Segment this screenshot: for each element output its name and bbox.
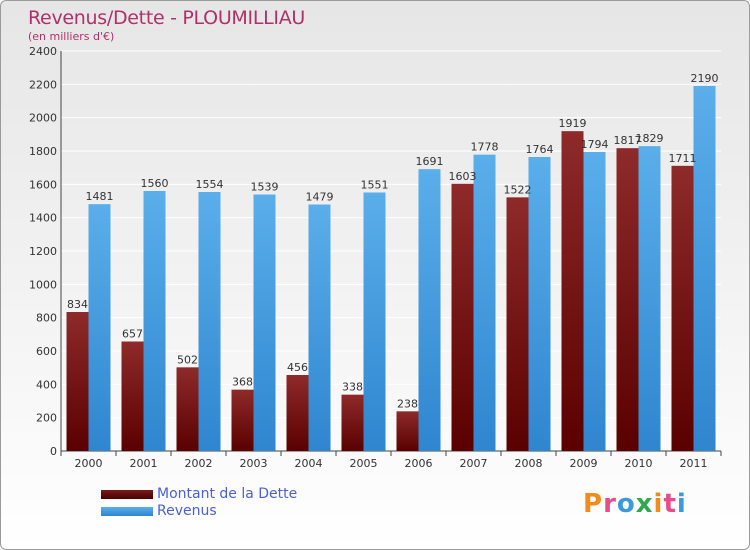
x-tick-label: 2009 [570, 457, 598, 470]
data-label-debt: 1522 [504, 183, 532, 196]
bar-revenue [253, 194, 276, 451]
y-tick-label: 400 [36, 378, 57, 391]
data-label-debt: 502 [177, 353, 198, 366]
bar-debt [66, 312, 89, 451]
legend-swatch-revenue [101, 507, 153, 516]
bar-revenue [693, 86, 716, 451]
y-tick-label: 1800 [29, 145, 57, 158]
bar-debt [286, 375, 309, 451]
data-label-debt: 657 [122, 328, 143, 341]
data-label-debt: 456 [287, 361, 308, 374]
data-label-revenue: 1691 [416, 155, 444, 168]
legend-label-debt: Montant de la Dette [157, 486, 298, 502]
bar-debt [341, 394, 364, 451]
bar-debt [451, 183, 474, 452]
y-tick-label: 1400 [29, 212, 57, 225]
data-label-revenue: 1560 [141, 177, 169, 190]
proxiti-logo: Proxiti [583, 489, 687, 519]
data-label-debt: 1711 [669, 152, 697, 165]
data-labels: 834 1481 657 1560 502 1554 368 1539 456 1479 338 15… [67, 72, 719, 410]
x-tick-label: 2010 [625, 457, 653, 470]
y-tick-label: 1600 [29, 178, 57, 191]
x-tick-label: 2005 [350, 457, 378, 470]
data-label-revenue: 2190 [691, 72, 719, 85]
bar-revenue [418, 169, 441, 451]
y-tick-label: 1000 [29, 278, 57, 291]
bar-revenue [143, 191, 166, 451]
logo-letter: o [616, 489, 636, 519]
bar-revenue [308, 204, 331, 451]
bar-debt [176, 367, 199, 451]
chart-title: Revenus/Dette - PLOUMILLIAU [28, 7, 306, 29]
x-tick-label: 2002 [185, 457, 213, 470]
bar-debt [231, 389, 254, 451]
bar-debt [561, 131, 584, 451]
x-tick-label: 2011 [680, 457, 708, 470]
data-label-debt: 834 [67, 298, 88, 311]
data-label-revenue: 1778 [471, 141, 499, 154]
data-label-debt: 1603 [449, 170, 477, 183]
bar-debt [671, 165, 694, 452]
data-label-revenue: 1551 [361, 179, 389, 192]
bar-revenue [88, 204, 111, 451]
data-label-debt: 238 [397, 397, 418, 410]
data-label-revenue: 1764 [526, 143, 554, 156]
y-tick-label: 2400 [29, 45, 57, 58]
bars [66, 86, 716, 452]
y-tick-label: 2000 [29, 112, 57, 125]
data-label-debt: 338 [342, 381, 363, 394]
data-label-revenue: 1539 [251, 181, 279, 194]
logo-letter: P [583, 489, 604, 519]
grid-lines [61, 50, 721, 452]
x-tick-label: 2001 [130, 457, 158, 470]
data-label-revenue: 1794 [581, 138, 609, 151]
data-label-debt: 368 [232, 376, 253, 389]
y-tick-label: 0 [50, 445, 57, 458]
x-tick-label: 2006 [405, 457, 433, 470]
logo-letter: i [653, 489, 664, 519]
y-tick-label: 200 [36, 412, 57, 425]
x-tick-label: 2007 [460, 457, 488, 470]
chart-subtitle: (en milliers d'€) [28, 30, 115, 43]
bar-debt [396, 411, 419, 451]
y-tick-label: 2200 [29, 78, 57, 91]
logo-letter: t [663, 489, 677, 519]
data-label-revenue: 1829 [636, 132, 664, 145]
data-label-revenue: 1479 [306, 191, 334, 204]
bar-revenue [528, 157, 551, 451]
logo-letter: x [635, 489, 654, 519]
x-tick-label: 2004 [295, 457, 323, 470]
x-tick-label: 2000 [75, 457, 103, 470]
bar-debt [616, 148, 639, 451]
data-label-revenue: 1554 [196, 178, 224, 191]
logo-letter: r [603, 489, 617, 519]
logo-letter: i [676, 489, 687, 519]
y-tick-label: 800 [36, 312, 57, 325]
bar-revenue [363, 192, 386, 451]
x-tick-label: 2008 [515, 457, 543, 470]
bar-revenue [198, 192, 221, 451]
legend-label-revenue: Revenus [157, 503, 217, 519]
bar-revenue [638, 146, 661, 451]
bar-revenue [583, 152, 606, 451]
x-tick-label: 2003 [240, 457, 268, 470]
bar-debt [506, 197, 529, 451]
data-label-revenue: 1481 [86, 190, 114, 203]
bar-debt [121, 341, 144, 451]
y-tick-label: 600 [36, 345, 57, 358]
data-label-debt: 1919 [559, 117, 587, 130]
legend-swatch-debt [101, 490, 153, 499]
axes: 0 200 400 600 800 1000 1200 1400 1600 1800 2000 220… [29, 45, 722, 470]
data-label-debt: 1817 [614, 134, 642, 147]
bar-revenue [473, 154, 496, 451]
y-tick-label: 1200 [29, 245, 57, 258]
